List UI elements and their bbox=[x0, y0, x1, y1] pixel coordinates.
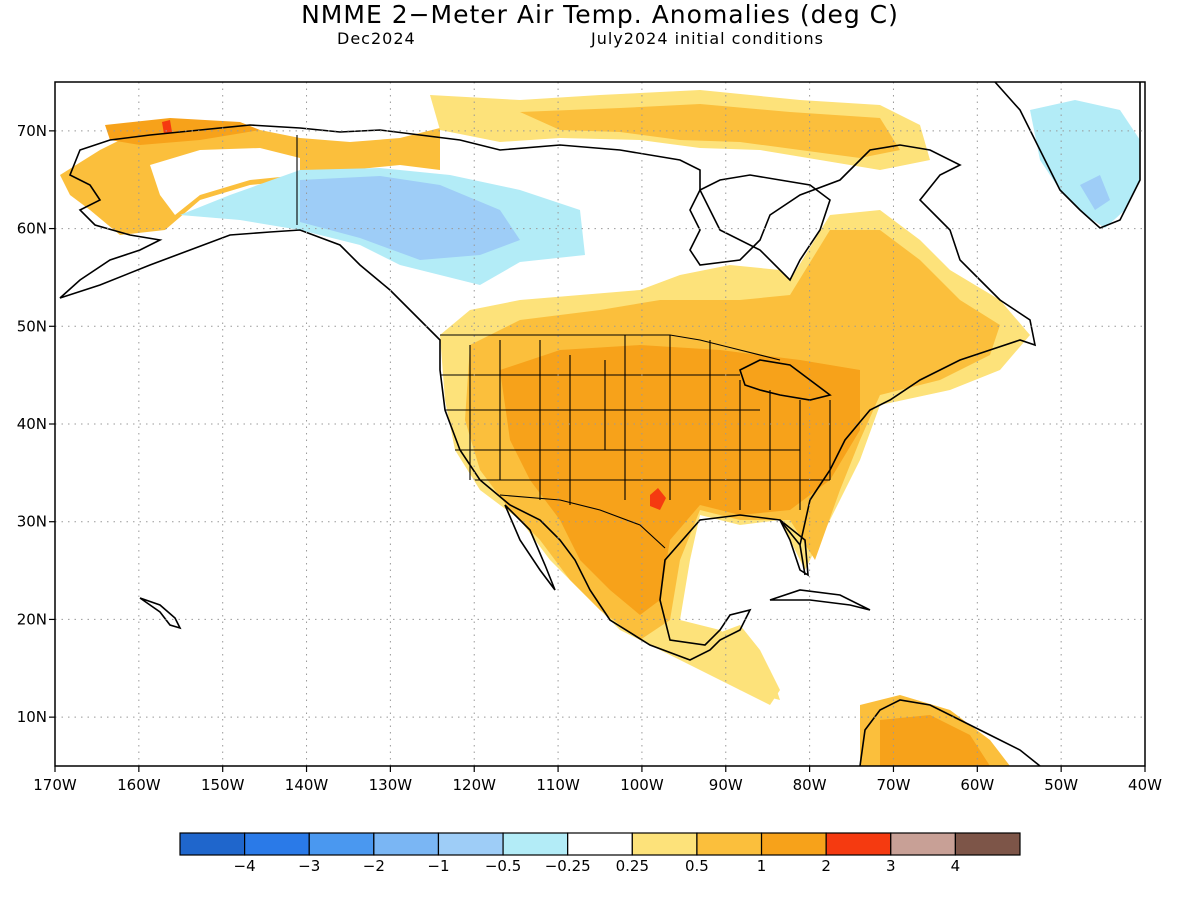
south-america-warm-core bbox=[880, 715, 990, 766]
colorbar-labels: −4 −3 −2 −1 −0.5 −0.25 0.25 0.5 1 2 3 4 bbox=[234, 857, 961, 875]
anomaly-fields bbox=[60, 90, 1140, 766]
colorbar-label: −4 bbox=[234, 857, 256, 875]
lon-tick-label: 100W bbox=[620, 776, 664, 794]
longitude-labels: 170W 160W 150W 140W 130W 120W 110W 100W 90W 80W 70… bbox=[33, 766, 1162, 794]
colorbar-label: 1 bbox=[757, 857, 767, 875]
forecast-month: Dec2024 bbox=[337, 29, 416, 48]
lon-tick-label: 120W bbox=[452, 776, 496, 794]
lon-tick-label: 60W bbox=[960, 776, 994, 794]
colorbar-label: −1 bbox=[427, 857, 449, 875]
political-borders bbox=[296, 135, 831, 549]
florida-coastline bbox=[779, 519, 809, 577]
hawaii-coastline bbox=[139, 597, 182, 630]
lon-tick-label: 170W bbox=[33, 776, 77, 794]
colorbar-swatch bbox=[954, 832, 1021, 856]
coastlines bbox=[59, 82, 1141, 766]
state-grid-rows bbox=[440, 374, 830, 481]
colorbar-label: −2 bbox=[363, 857, 385, 875]
colorbar-swatch bbox=[373, 832, 440, 856]
colorbar-swatch bbox=[567, 832, 633, 856]
colorbar-label: 0.25 bbox=[616, 857, 649, 875]
lat-tick-label: 60N bbox=[17, 220, 47, 238]
lat-tick-label: 40N bbox=[17, 415, 47, 433]
arctic-islands-warmer bbox=[520, 104, 900, 158]
lon-tick-label: 110W bbox=[536, 776, 580, 794]
colorbar-label: 4 bbox=[951, 857, 961, 875]
lon-tick-label: 160W bbox=[117, 776, 161, 794]
colorbar-label: −0.25 bbox=[545, 857, 591, 875]
lat-tick-label: 30N bbox=[17, 513, 47, 531]
colorbar-label: −0.5 bbox=[485, 857, 521, 875]
great-lakes-coastline bbox=[739, 359, 832, 401]
lat-tick-label: 50N bbox=[17, 317, 47, 335]
colorbar-swatch bbox=[631, 832, 698, 856]
lat-tick-label: 70N bbox=[17, 122, 47, 140]
alaska-hot-spot bbox=[162, 120, 172, 134]
colorbar-swatch bbox=[437, 832, 504, 856]
initial-conditions: July2024 initial conditions bbox=[591, 29, 824, 48]
cuba-coastline bbox=[769, 589, 871, 611]
lon-tick-label: 80W bbox=[793, 776, 827, 794]
lon-tick-label: 50W bbox=[1044, 776, 1078, 794]
map-title: NMME 2−Meter Air Temp. Anomalies (deg C) bbox=[301, 0, 899, 29]
state-grid-central bbox=[624, 335, 741, 510]
colorbar-label: 0.5 bbox=[685, 857, 709, 875]
central-america-warm bbox=[700, 625, 780, 705]
lat-tick-label: 20N bbox=[17, 610, 47, 628]
lon-tick-label: 40W bbox=[1128, 776, 1162, 794]
lon-tick-label: 70W bbox=[877, 776, 911, 794]
alaska-neutral bbox=[150, 148, 300, 215]
greenland-coastline bbox=[994, 82, 1141, 229]
greenland-cold bbox=[1030, 100, 1140, 228]
colorbar-swatch bbox=[825, 832, 892, 856]
south-america-coastline bbox=[859, 699, 1041, 766]
colorbar-label: 3 bbox=[886, 857, 896, 875]
colorbar-swatch bbox=[760, 832, 827, 856]
texas-hot-spot bbox=[650, 488, 666, 510]
colorbar-swatch bbox=[244, 832, 310, 856]
colorbar-swatch bbox=[179, 832, 246, 856]
lon-tick-label: 150W bbox=[201, 776, 245, 794]
colorbar-label: −3 bbox=[298, 857, 320, 875]
latitude-labels: 70N 60N 50N 40N 30N 20N 10N bbox=[17, 122, 55, 726]
lat-tick-label: 10N bbox=[17, 708, 47, 726]
baja-coastline bbox=[504, 504, 556, 591]
colorbar-swatch bbox=[502, 832, 569, 856]
colorbar-swatch bbox=[308, 832, 375, 856]
lon-tick-label: 130W bbox=[369, 776, 413, 794]
lon-tick-label: 90W bbox=[709, 776, 743, 794]
lon-tick-label: 140W bbox=[285, 776, 329, 794]
greenland-cold-core bbox=[1080, 175, 1110, 210]
colorbar-label: 2 bbox=[821, 857, 831, 875]
us-canada-border bbox=[440, 334, 781, 361]
alaska-coastline bbox=[59, 124, 1037, 661]
hudson-bay-coastline bbox=[698, 174, 831, 282]
colorbar bbox=[179, 832, 1021, 856]
colorbar-swatch bbox=[696, 832, 763, 856]
yukon-cold-core bbox=[300, 176, 520, 260]
colorbar-swatch bbox=[890, 832, 956, 856]
